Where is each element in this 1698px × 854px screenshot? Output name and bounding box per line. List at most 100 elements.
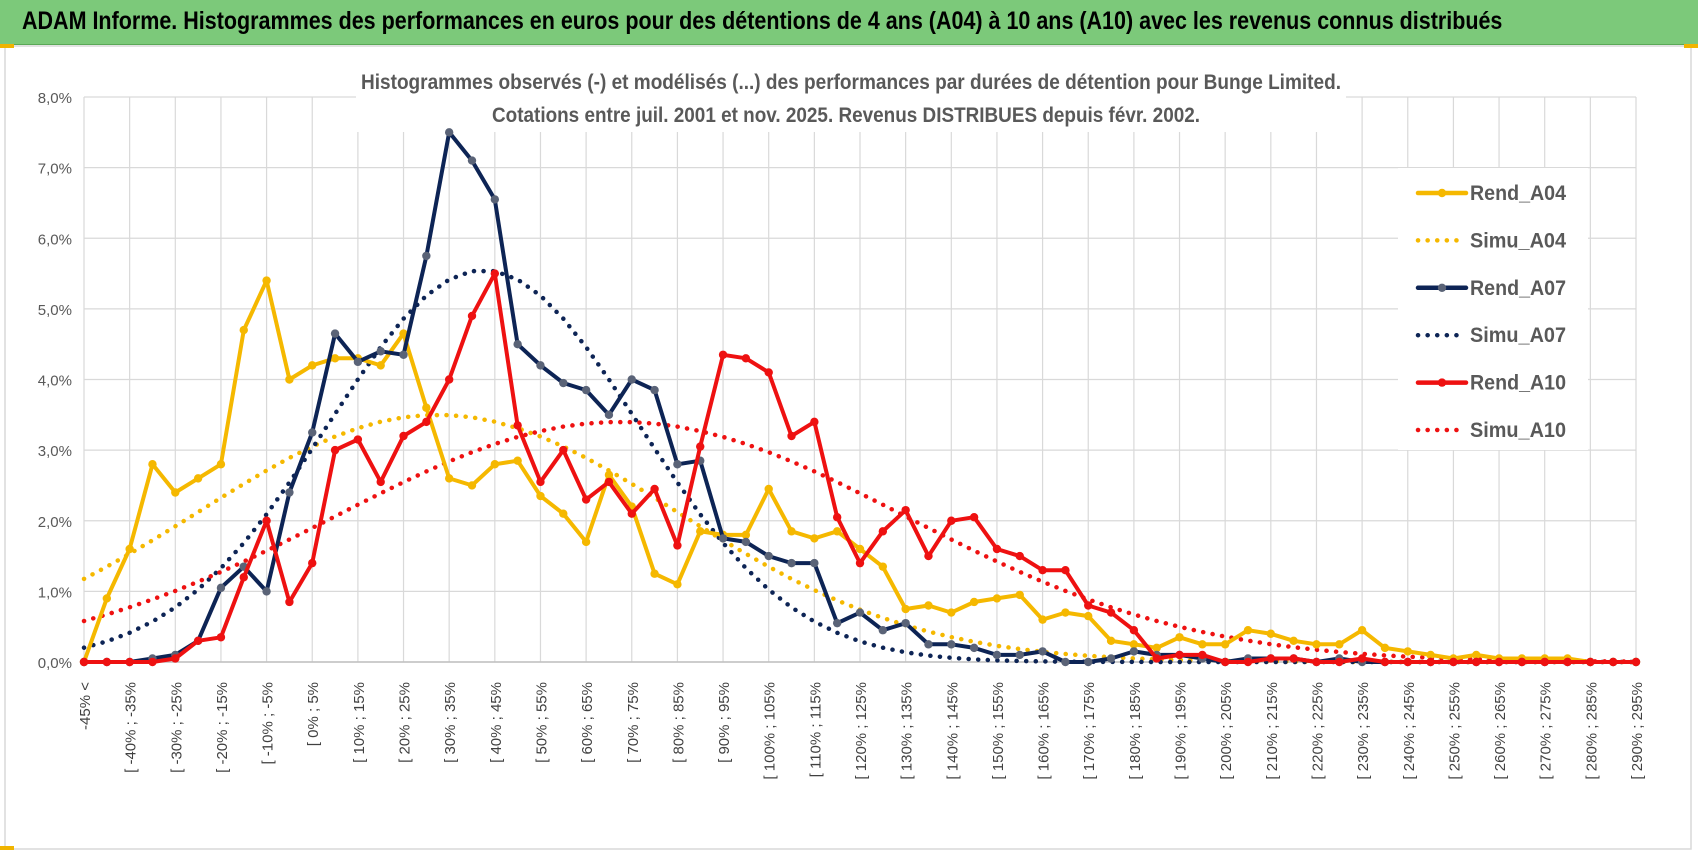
legend: Rend_A04 Simu_A04 Rend_A07 Simu_A07 Rend_A10…	[1415, 182, 1566, 442]
data-point-rend_a04	[308, 361, 317, 370]
x-tick-label: [ 260% ; 265%	[1492, 682, 1509, 780]
data-point-rend_a07	[901, 618, 910, 628]
data-point-rend_a10	[650, 484, 659, 494]
x-tick-label: [ -20% ; -15%	[214, 682, 231, 773]
data-point-rend_a07	[718, 534, 728, 543]
data-point-rend_a07	[673, 460, 682, 469]
data-point-rend_a04	[376, 361, 385, 370]
data-point-rend_a10	[1586, 657, 1595, 667]
y-tick-label: 3,0%	[38, 443, 72, 460]
data-point-rend_a07	[1015, 650, 1024, 660]
data-point-rend_a07	[650, 385, 659, 395]
data-point-rend_a07	[1129, 647, 1139, 656]
y-tick-label: 8,0%	[38, 90, 72, 107]
corner-mark	[1684, 44, 1698, 48]
x-tick-label: -45% <	[77, 682, 94, 730]
data-point-rend_a10	[855, 558, 865, 568]
data-point-rend_a07	[741, 537, 751, 547]
data-point-rend_a10	[148, 657, 157, 667]
data-point-rend_a07	[330, 329, 340, 338]
chart-title-line1: Histogrammes observés (-) et modélisés (…	[361, 71, 1341, 94]
x-tick-label: [ 80% ; 85%	[670, 682, 687, 763]
data-point-rend_a07	[604, 410, 614, 420]
data-point-rend_a04	[216, 460, 226, 469]
data-point-rend_a10	[1449, 657, 1458, 667]
legend-marker	[1437, 283, 1447, 292]
data-point-rend_a07	[764, 551, 773, 561]
data-point-rend_a10	[216, 633, 226, 642]
data-point-rend_a04	[969, 597, 979, 607]
data-point-rend_a10	[376, 477, 385, 487]
data-point-rend_a04	[992, 594, 1002, 603]
data-point-rend_a10	[1312, 657, 1321, 667]
data-point-rend_a07	[947, 640, 956, 649]
legend-label-rend_a04: Rend_A04	[1470, 182, 1566, 205]
data-point-rend_a07	[422, 251, 431, 261]
data-point-rend_a10	[79, 657, 89, 667]
data-point-rend_a04	[1106, 636, 1116, 646]
data-point-rend_a10	[1061, 565, 1070, 575]
data-point-rend_a04	[330, 354, 340, 363]
data-point-rend_a04	[1038, 615, 1047, 624]
x-tick-label: [ 140% ; 145%	[944, 682, 961, 780]
data-point-rend_a07	[490, 195, 500, 204]
data-point-rend_a04	[673, 580, 682, 589]
data-point-rend_a10	[1220, 657, 1230, 667]
legend-marker	[1437, 188, 1447, 198]
data-point-rend_a10	[832, 513, 842, 522]
data-point-rend_a07	[1084, 657, 1093, 667]
data-point-rend_a04	[1084, 611, 1093, 621]
x-tick-label: [ 240% ; 245%	[1401, 682, 1418, 780]
data-point-rend_a04	[399, 329, 408, 338]
x-tick-label: [ 210% ; 215%	[1264, 682, 1281, 780]
x-tick-label: [ -10% ; -5%	[260, 682, 277, 765]
data-point-rend_a04	[1061, 608, 1070, 617]
data-point-rend_a04	[650, 569, 659, 578]
data-point-rend_a10	[810, 417, 819, 427]
data-point-rend_a04	[1357, 626, 1367, 635]
data-point-rend_a04	[1403, 647, 1412, 656]
data-point-rend_a10	[924, 551, 933, 561]
legend-marker	[1437, 378, 1447, 387]
y-tick-label: 1,0%	[38, 584, 72, 601]
data-point-rend_a10	[1015, 551, 1024, 561]
data-point-rend_a04	[581, 537, 591, 547]
data-point-rend_a04	[604, 470, 614, 480]
data-point-rend_a10	[1608, 657, 1618, 667]
data-point-rend_a07	[878, 626, 888, 635]
chart-title-line2: Cotations entre juil. 2001 et nov. 2025.…	[492, 104, 1200, 127]
data-point-rend_a04	[193, 474, 203, 483]
x-tick-label: [ 20% ; 25%	[397, 682, 414, 763]
data-point-rend_a10	[102, 657, 112, 667]
data-point-rend_a10	[581, 495, 591, 504]
data-point-rend_a07	[969, 643, 979, 653]
data-point-rend_a04	[810, 534, 819, 543]
data-point-rend_a04	[239, 325, 248, 335]
data-point-rend_a10	[353, 435, 363, 444]
data-point-rend_a10	[490, 269, 500, 278]
data-point-rend_a10	[559, 445, 568, 455]
x-tick-label: [ 130% ; 135%	[899, 682, 916, 780]
data-point-rend_a10	[1563, 657, 1572, 667]
data-point-rend_a07	[376, 347, 385, 356]
legend-label-simu_a07: Simu_A07	[1470, 324, 1566, 347]
x-tick-label: [ 160% ; 165%	[1036, 682, 1053, 780]
data-point-rend_a04	[1472, 650, 1481, 660]
data-point-rend_a04	[947, 608, 956, 617]
data-point-rend_a04	[422, 403, 431, 412]
data-point-rend_a10	[718, 350, 728, 359]
data-point-rend_a04	[285, 375, 294, 384]
data-point-rend_a04	[741, 530, 751, 540]
data-point-rend_a07	[832, 618, 842, 628]
data-point-rend_a04	[1198, 640, 1207, 649]
data-point-rend_a07	[627, 375, 636, 384]
title-backdrop	[356, 66, 1346, 132]
data-point-rend_a07	[787, 558, 796, 568]
data-point-rend_a10	[171, 654, 180, 663]
data-point-rend_a07	[924, 640, 933, 649]
series-line-simu_a07	[81, 268, 1639, 665]
data-point-rend_a07	[992, 650, 1002, 660]
data-point-rend_a10	[193, 636, 203, 646]
data-point-rend_a10	[1426, 657, 1435, 667]
data-point-rend_a10	[604, 477, 614, 487]
